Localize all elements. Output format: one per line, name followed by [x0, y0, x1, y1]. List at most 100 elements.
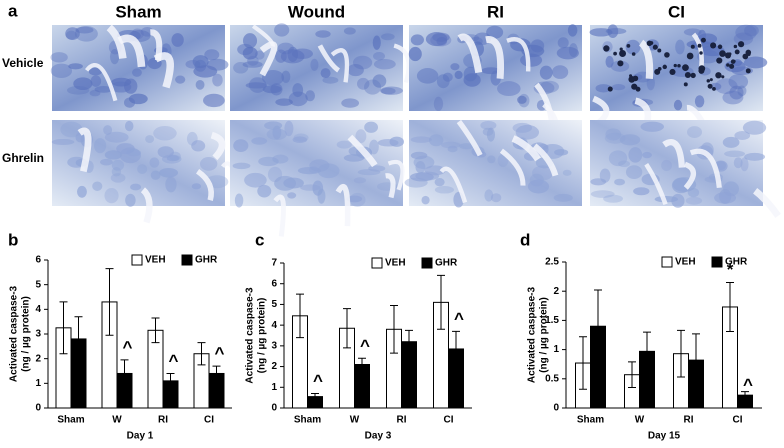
- cell: [447, 145, 458, 153]
- tissue: [409, 120, 582, 206]
- cell: [618, 160, 630, 168]
- stained-cell: [604, 48, 608, 52]
- cell: [556, 46, 579, 60]
- stained-cell: [617, 60, 624, 67]
- cell: [292, 136, 308, 144]
- cell: [590, 190, 615, 198]
- x-axis-label: Day 15: [648, 431, 681, 442]
- cell: [199, 157, 218, 171]
- cell: [111, 166, 122, 177]
- cell: [346, 195, 363, 203]
- cell: [373, 58, 396, 70]
- lumen: [644, 163, 668, 206]
- error-bar: [726, 281, 734, 332]
- cell: [454, 70, 463, 80]
- cell: [233, 62, 249, 74]
- stained-cell: [699, 51, 703, 55]
- lumen: [273, 194, 286, 237]
- cell: [191, 183, 202, 190]
- lumen: [638, 39, 654, 80]
- stained-cell: [717, 44, 723, 50]
- lumen: [485, 36, 505, 79]
- cell: [288, 91, 308, 107]
- cell: [733, 32, 754, 46]
- cell: [532, 165, 554, 181]
- cell: [482, 127, 494, 136]
- cell: [625, 165, 643, 179]
- lumen: [330, 48, 350, 83]
- cell: [484, 189, 494, 202]
- x-tick-label: Sham: [57, 415, 84, 426]
- stained-cell: [690, 44, 695, 49]
- lumen: [347, 134, 378, 168]
- lumen: [117, 34, 146, 68]
- stained-cell: [619, 47, 623, 51]
- cell: [50, 63, 73, 79]
- cell: [734, 131, 751, 140]
- chart: c Activated caspase-3 (ng / µg protein) 0 1 2…: [245, 230, 472, 442]
- cell: [675, 39, 685, 55]
- stained-cell: [715, 72, 722, 79]
- stained-cell: [745, 49, 752, 56]
- stained-cell: [700, 37, 706, 43]
- x-tick-label: RI: [397, 415, 407, 426]
- legend-label: GHR: [195, 255, 218, 266]
- cell: [317, 188, 326, 204]
- stained-cell: [664, 52, 670, 58]
- micrograph: [590, 120, 781, 218]
- error-bar: [405, 329, 413, 354]
- cell: [364, 121, 379, 133]
- cell: [607, 24, 619, 39]
- y-tick-label: 2: [35, 353, 41, 364]
- cell: [687, 187, 700, 198]
- cell: [297, 166, 321, 175]
- y-axis-label: Activated caspase-3: [9, 285, 20, 382]
- error-bar: [594, 289, 602, 363]
- micrograph: [51, 120, 243, 224]
- cell: [381, 87, 396, 95]
- cell: [381, 33, 395, 41]
- cell: [126, 149, 142, 157]
- cell: [275, 98, 293, 106]
- cell: [73, 77, 93, 91]
- stained-cell: [698, 65, 706, 72]
- cell: [368, 165, 386, 172]
- panel-label: b: [8, 230, 18, 249]
- significance-mark: ^: [360, 336, 370, 355]
- lumen: [532, 143, 559, 177]
- significance-mark: ^: [123, 337, 133, 356]
- micrograph: [589, 24, 768, 149]
- y-axis-label: (ng / µg protein): [539, 297, 550, 373]
- error-bar: [59, 301, 68, 355]
- stained-cell: [654, 68, 661, 75]
- legend-label: GHR: [725, 257, 748, 268]
- cell: [515, 124, 540, 140]
- cell: [694, 95, 705, 108]
- cell: [262, 85, 282, 94]
- error-bar: [741, 391, 749, 400]
- cell: [100, 158, 113, 166]
- cell: [744, 56, 768, 69]
- cell: [518, 93, 530, 108]
- y-tick-label: 5: [271, 299, 277, 310]
- cell: [744, 152, 766, 161]
- cell: [605, 55, 614, 68]
- cell: [128, 93, 148, 105]
- stained-cell: [745, 68, 751, 74]
- significance-mark: ^: [313, 371, 323, 390]
- micrograph: [50, 24, 229, 111]
- cell: [372, 35, 381, 50]
- stained-cell: [677, 63, 681, 68]
- cell: [671, 193, 685, 208]
- cell: [562, 169, 572, 176]
- legend-swatch: [371, 257, 383, 269]
- cell: [487, 155, 496, 164]
- cell: [714, 192, 737, 204]
- x-tick-label: CI: [204, 415, 214, 426]
- cell: [735, 24, 757, 41]
- lumen: [387, 159, 405, 191]
- column-label: RI: [487, 2, 504, 21]
- y-tick-label: 3: [271, 340, 277, 351]
- stained-cell: [706, 79, 711, 83]
- cell: [119, 147, 141, 164]
